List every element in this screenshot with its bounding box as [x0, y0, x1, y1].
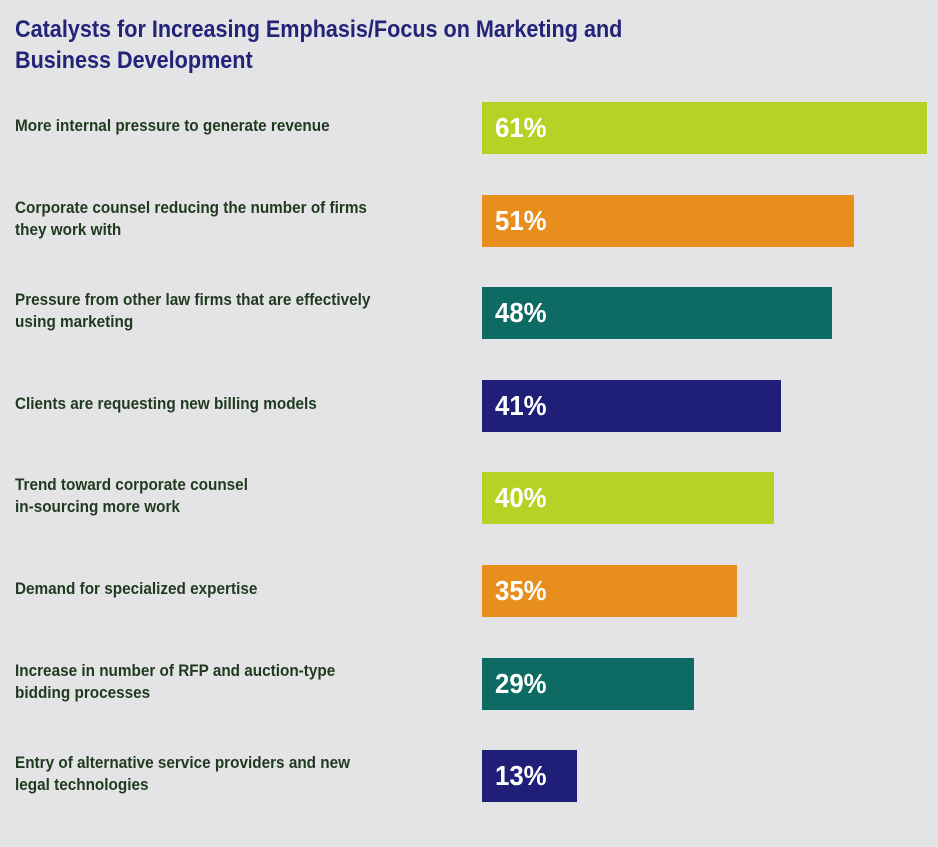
bar-value-label: 61% [495, 112, 547, 143]
bar [482, 380, 781, 432]
category-label: Entry of alternative service providers a… [15, 752, 429, 796]
bar-value-label: 48% [495, 297, 547, 328]
bar-value-label: 35% [495, 575, 547, 606]
category-label: Corporate counsel reducing the number of… [15, 197, 429, 241]
bar-value-label: 41% [495, 390, 547, 421]
bar-value-label: 29% [495, 668, 547, 699]
category-label-line: More internal pressure to generate reven… [15, 116, 330, 135]
category-label-line: Clients are requesting new billing model… [15, 394, 317, 413]
category-label-line: Increase in number of RFP and auction-ty… [15, 661, 336, 680]
category-label: Trend toward corporate counsel in-sourcin… [15, 474, 429, 518]
bar [482, 750, 577, 802]
chart-title: Catalysts for Increasing Emphasis/Focus … [15, 14, 699, 76]
chart-title-line-1: Catalysts for Increasing Emphasis/Focus … [15, 16, 623, 43]
category-label-line: using marketing [15, 312, 134, 331]
bar [482, 195, 854, 247]
bar-value-label: 40% [495, 482, 547, 513]
category-label: Increase in number of RFP and auction-ty… [15, 660, 429, 704]
category-label: More internal pressure to generate reven… [15, 115, 429, 137]
chart-title-line-2: Business Development [15, 47, 253, 74]
category-label-line: legal technologies [15, 775, 149, 794]
bar-value-label: 51% [495, 205, 547, 236]
category-label-line: in-sourcing more work [15, 497, 180, 516]
category-label: Pressure from other law firms that are e… [15, 289, 429, 333]
bar [482, 287, 832, 339]
category-label: Clients are requesting new billing model… [15, 393, 429, 415]
bar-value-label: 13% [495, 760, 547, 791]
category-label: Demand for specialized expertise [15, 578, 429, 600]
category-label-line: Demand for specialized expertise [15, 579, 258, 598]
category-label-line: they work with [15, 220, 122, 239]
bar [482, 102, 927, 154]
bar [482, 658, 694, 710]
category-label-line: Entry of alternative service providers a… [15, 753, 351, 772]
bar [482, 472, 774, 524]
bar [482, 565, 737, 617]
category-label-line: Corporate counsel reducing the number of… [15, 198, 367, 217]
category-label-line: bidding processes [15, 683, 151, 702]
category-label-line: Pressure from other law firms that are e… [15, 290, 371, 309]
category-label-line: Trend toward corporate counsel [15, 475, 248, 494]
